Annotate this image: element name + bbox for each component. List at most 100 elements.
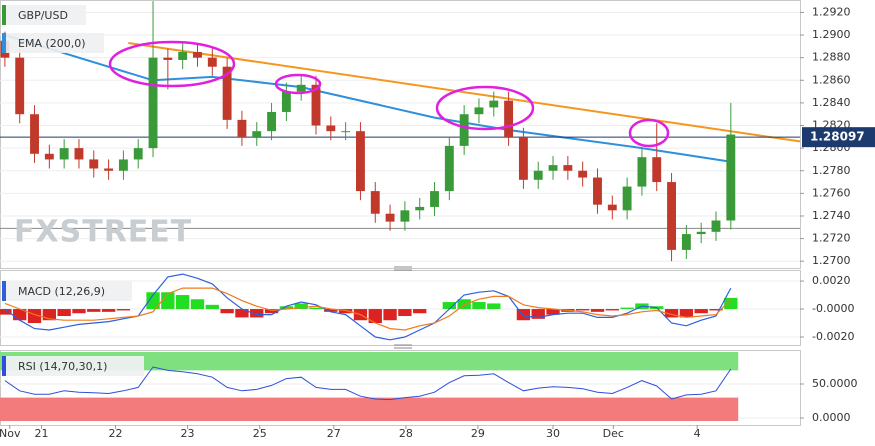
signal-line xyxy=(4,287,732,331)
x-tick-label: Dec xyxy=(603,427,624,440)
candle-body xyxy=(578,170,588,178)
candle-body xyxy=(133,148,143,160)
candle-body xyxy=(237,119,247,137)
highlight-ellipse xyxy=(108,40,236,88)
y-tick-label: 1.2840 xyxy=(812,96,851,109)
overbought-band xyxy=(0,352,739,371)
watermark: FXSTREET xyxy=(14,215,192,250)
histogram-bar xyxy=(309,307,323,310)
candle-body xyxy=(726,134,736,221)
candle-body xyxy=(178,52,188,60)
histogram-bar xyxy=(605,309,619,311)
label-swatch xyxy=(2,281,6,301)
candle-body xyxy=(637,157,647,187)
candle-body xyxy=(681,234,691,250)
label-swatch xyxy=(2,5,6,25)
histogram-bar xyxy=(0,309,12,315)
y-tick-label: 1.2880 xyxy=(812,51,851,64)
x-tick-label: Nov xyxy=(0,427,21,440)
candle-body xyxy=(415,206,425,211)
divider-handle[interactable] xyxy=(394,266,412,349)
candle-body xyxy=(326,125,336,132)
candle-body xyxy=(593,177,602,205)
label-box xyxy=(2,356,144,376)
candle-body xyxy=(444,145,454,192)
candle-body xyxy=(193,52,202,58)
histogram-bar xyxy=(413,309,427,314)
candle-body xyxy=(459,114,469,146)
y-tick-label: 50.0000 xyxy=(812,377,858,390)
x-tick-label: 28 xyxy=(399,427,413,440)
histogram-bar xyxy=(250,309,264,318)
y-tick-label: 1.2860 xyxy=(812,73,851,86)
highlight-ellipse xyxy=(274,73,322,95)
ema-label: EMA (200,0) xyxy=(18,37,86,50)
x-tick-label: 23 xyxy=(181,427,195,440)
candle-body xyxy=(548,165,558,171)
candle-body xyxy=(44,153,54,160)
histogram-bar xyxy=(176,295,190,310)
x-tick-label: 27 xyxy=(327,427,341,440)
histogram-bar xyxy=(190,299,205,310)
rsi-label: RSI (14,70,30,1) xyxy=(18,360,107,373)
histogram-bar xyxy=(72,309,86,314)
label-box xyxy=(2,5,86,25)
panel-frame xyxy=(0,0,801,269)
candle-body xyxy=(163,57,173,60)
candle-body xyxy=(430,191,439,207)
candle-body xyxy=(118,159,128,171)
candle-body xyxy=(296,84,306,92)
histogram-bar xyxy=(472,302,486,310)
candle-body xyxy=(222,66,232,120)
histogram-bar xyxy=(709,309,723,311)
macd-line xyxy=(4,273,732,341)
histogram-bar xyxy=(220,309,234,314)
x-tick-label: 21 xyxy=(34,427,48,440)
histogram-bar xyxy=(146,292,160,310)
y-tick-label: 0.0000 xyxy=(812,411,851,424)
highlight-ellipse xyxy=(628,118,670,148)
candle-body xyxy=(267,111,276,132)
y-tick-label: 1.2740 xyxy=(812,209,851,222)
histogram-bar xyxy=(679,309,694,318)
x-tick-label: 25 xyxy=(253,427,267,440)
last-price-label: 1.28097 xyxy=(810,130,865,144)
candle-body xyxy=(74,148,84,160)
candle-body xyxy=(15,57,25,115)
histogram-bar xyxy=(161,292,175,310)
histogram-bar xyxy=(87,309,101,312)
candle-body xyxy=(474,107,484,115)
price-badge xyxy=(802,127,875,148)
y-tick-label: 1.2760 xyxy=(812,186,851,199)
candle-body xyxy=(400,210,410,222)
histogram-bar xyxy=(487,303,501,310)
histogram-bar xyxy=(531,309,545,319)
x-tick-label: 22 xyxy=(109,427,123,440)
candle-body xyxy=(504,100,514,137)
y-tick-label: 1.2900 xyxy=(812,28,851,41)
candle-body xyxy=(652,157,662,183)
histogram-bar xyxy=(576,309,590,311)
histogram-bar xyxy=(590,309,605,312)
x-tick-label: 29 xyxy=(471,427,485,440)
y-tick-label: 1.2720 xyxy=(812,232,851,245)
candle-body xyxy=(533,170,543,180)
x-tick-label: 30 xyxy=(546,427,560,440)
label-swatch xyxy=(2,356,6,376)
histogram-bar xyxy=(724,297,738,310)
histogram-bar xyxy=(338,309,353,314)
y-tick-label: 1.2920 xyxy=(812,5,851,18)
oversold-band xyxy=(0,397,739,421)
candle-body xyxy=(622,186,632,211)
histogram-bar xyxy=(279,306,294,310)
candle-body xyxy=(311,84,321,126)
histogram-bar xyxy=(264,309,279,314)
candle-body xyxy=(667,182,676,250)
y-tick-label: -0.0020 xyxy=(812,330,854,343)
candle-body xyxy=(356,131,365,192)
rsi-line xyxy=(4,366,732,401)
histogram-bar xyxy=(664,309,679,318)
histogram-bar xyxy=(398,309,412,317)
candle-body xyxy=(59,148,69,160)
